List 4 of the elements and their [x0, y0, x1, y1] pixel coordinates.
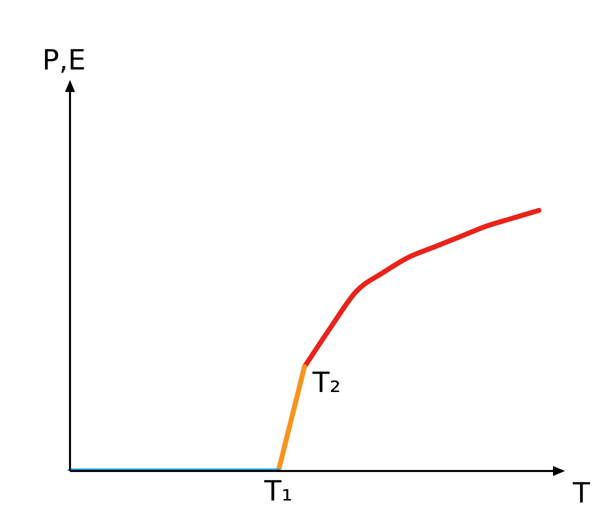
text: T₁: [263, 474, 293, 508]
x-axis-title: T: [572, 476, 591, 510]
y-axis-title: P,E: [42, 43, 86, 76]
annotation: T₂: [311, 366, 341, 400]
